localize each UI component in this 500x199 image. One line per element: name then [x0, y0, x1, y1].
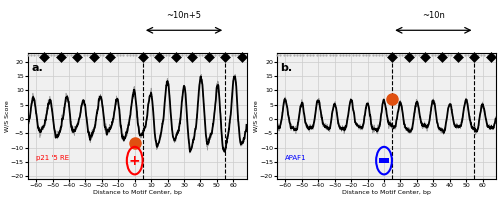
- X-axis label: Distance to Motif Center, bp: Distance to Motif Center, bp: [342, 190, 431, 195]
- FancyBboxPatch shape: [379, 158, 390, 163]
- X-axis label: Distance to Motif Center, bp: Distance to Motif Center, bp: [93, 190, 182, 195]
- Y-axis label: W/S Score: W/S Score: [4, 100, 9, 132]
- Text: p21 '5 RE: p21 '5 RE: [36, 155, 69, 161]
- Text: APAF1: APAF1: [286, 155, 307, 161]
- Text: +: +: [129, 154, 140, 168]
- Y-axis label: W/S Score: W/S Score: [254, 100, 258, 132]
- Text: ~10n+5: ~10n+5: [166, 11, 202, 20]
- Text: b.: b.: [280, 63, 292, 73]
- Text: a.: a.: [31, 63, 43, 73]
- Text: ~10n: ~10n: [422, 11, 445, 20]
